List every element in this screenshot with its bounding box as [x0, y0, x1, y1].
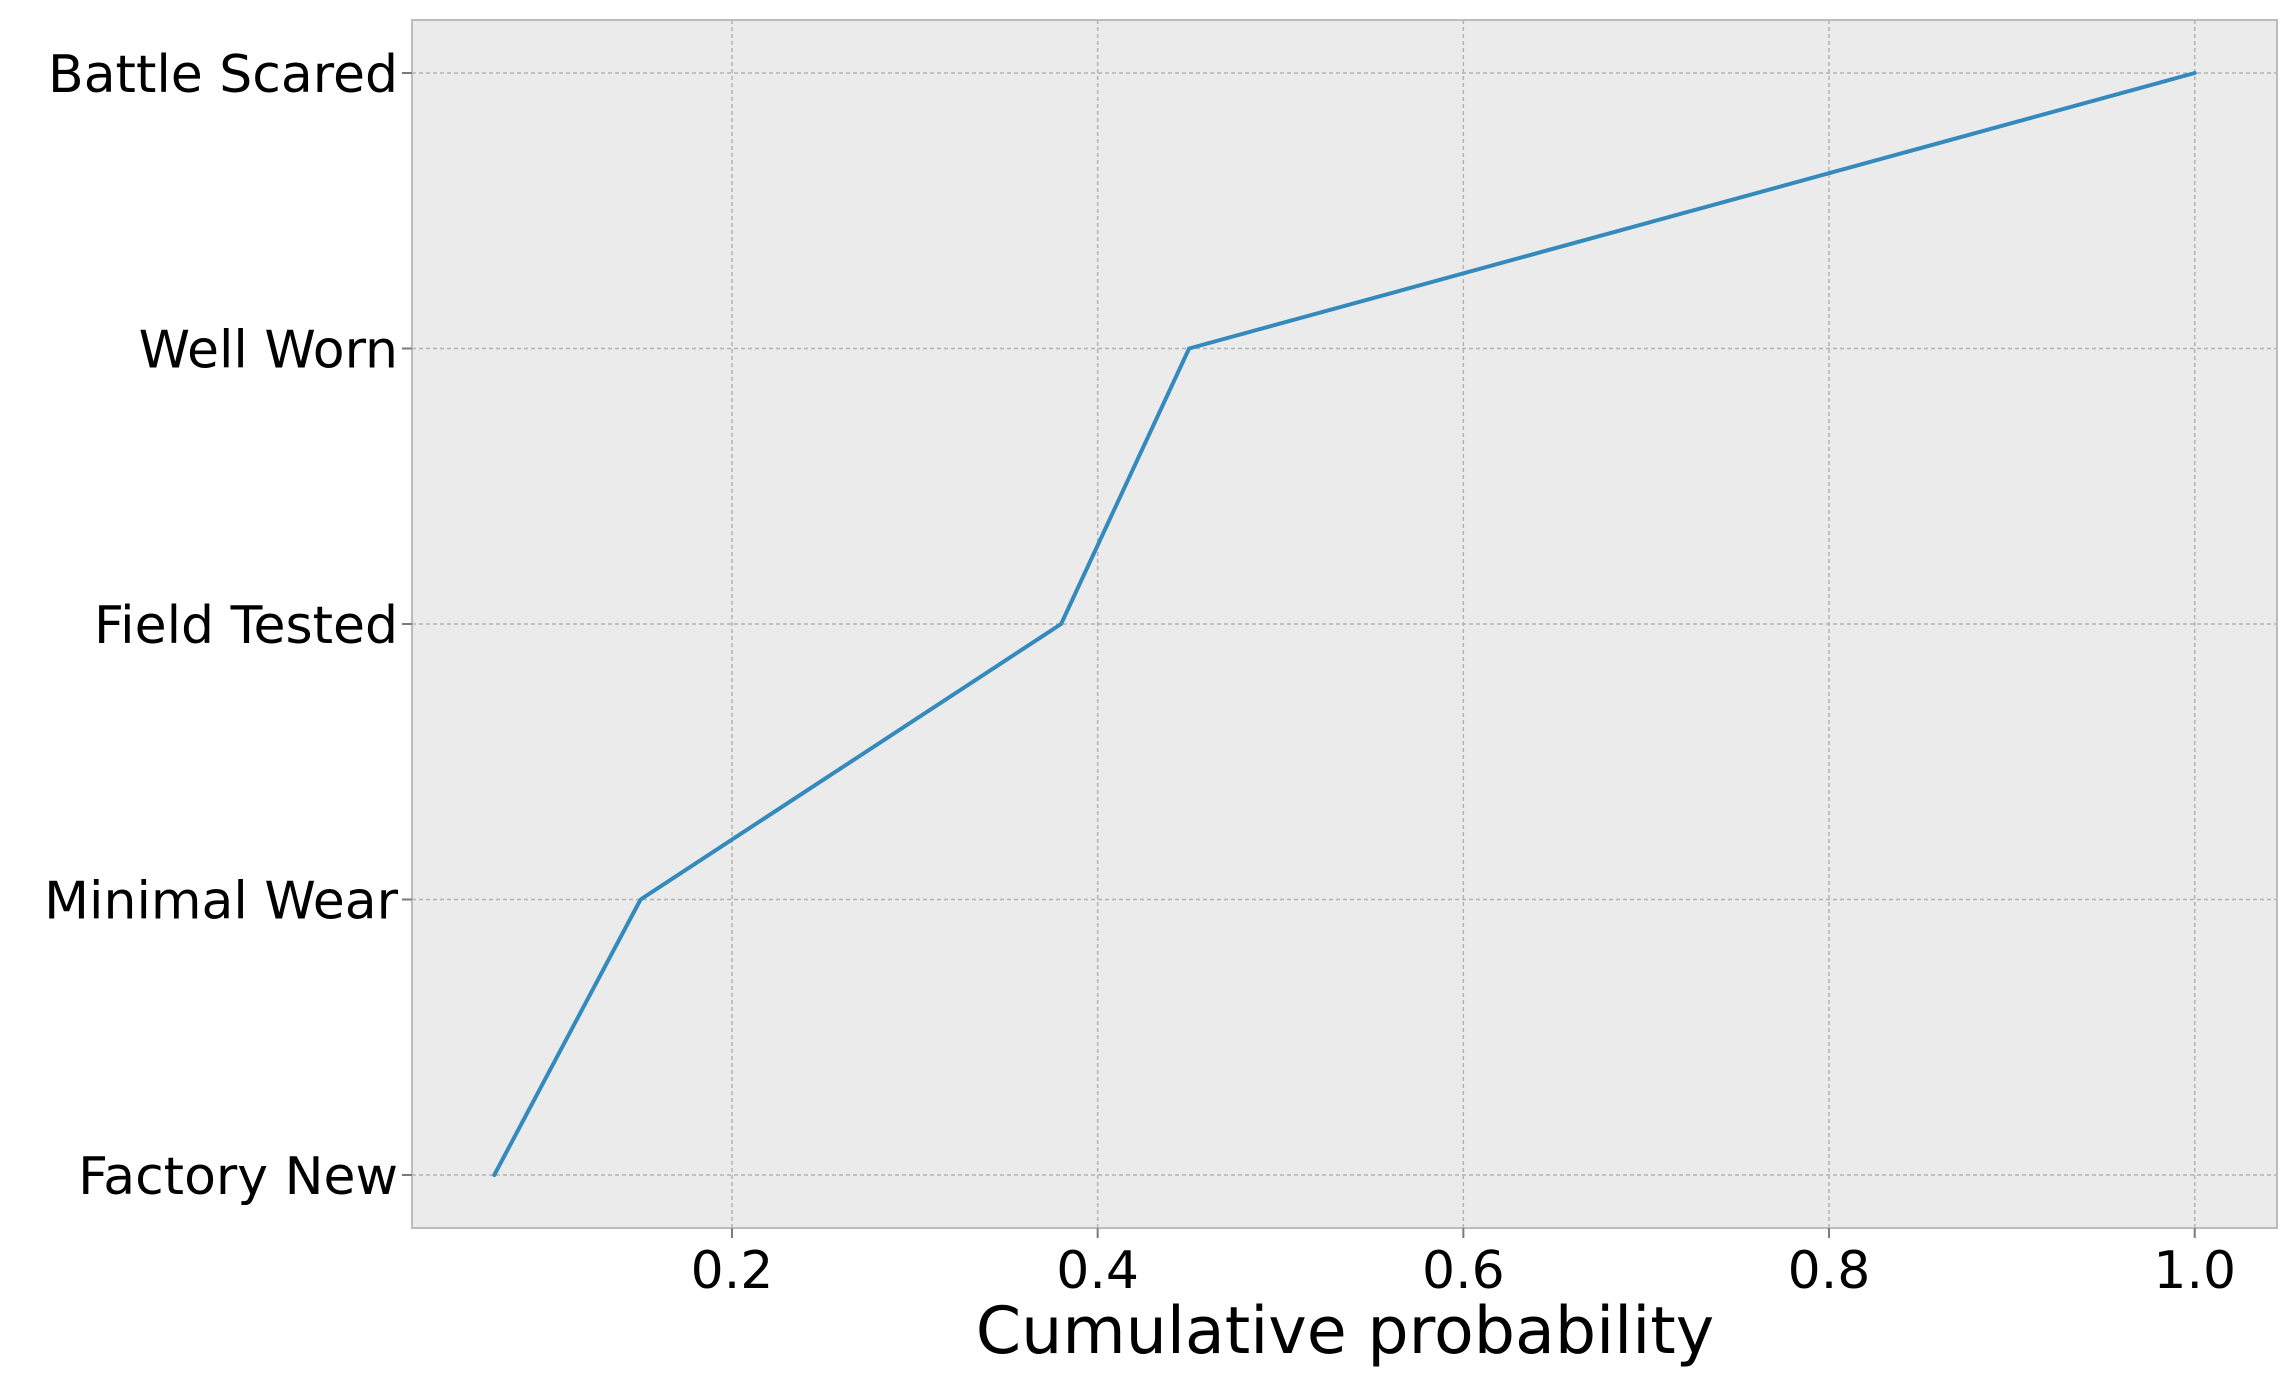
x-tick-label: 0.6 [1422, 1241, 1505, 1301]
x-axis-label: Cumulative probability [976, 1294, 1714, 1369]
ticks: 0.2 0.4 0.6 0.8 1.0 Factory New Minimal Wear Fi… [44, 45, 2236, 1301]
grid [412, 20, 2277, 1228]
series [492, 71, 2197, 1177]
series-line [492, 71, 2197, 1177]
y-tick-label: Field Tested [94, 596, 398, 656]
y-tick-label: Minimal Wear [44, 872, 398, 932]
y-tick-label: Battle Scared [48, 45, 398, 105]
x-tick-label: 0.8 [1788, 1241, 1871, 1301]
y-tick-label: Factory New [78, 1147, 398, 1207]
x-tick-label: 0.4 [1056, 1241, 1139, 1301]
x-tick-label: 1.0 [2153, 1241, 2236, 1301]
x-tick-label: 0.2 [691, 1241, 774, 1301]
y-tick-label: Well Worn [139, 321, 398, 381]
